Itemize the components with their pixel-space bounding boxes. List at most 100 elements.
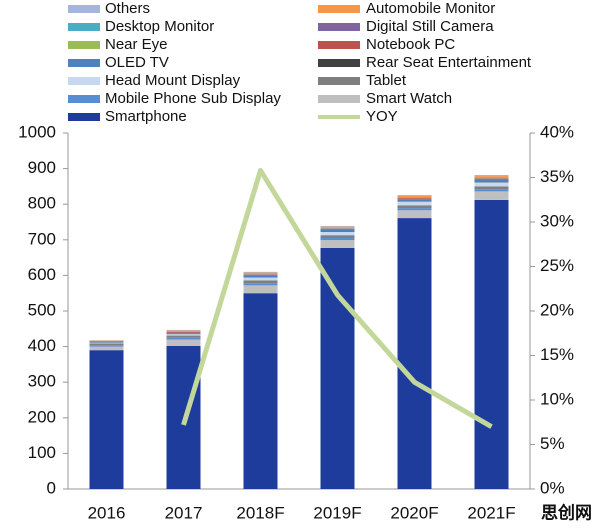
watermark: 思创网 [541,502,592,522]
y-tick-label: 500 [28,300,56,319]
legend-label: YOY [366,108,398,125]
y2-tick-label: 25% [540,256,574,275]
bar-segment [89,345,124,347]
bar-segment [243,272,278,274]
bar-segment [89,346,124,351]
bar-segment [474,199,509,490]
bar-segment [320,238,355,241]
legend-swatch [68,5,100,13]
legend-label: Others [105,0,150,17]
y-tick-label: 100 [28,443,56,462]
bar-segment [166,337,201,340]
y2-tick-label: 30% [540,211,574,230]
legend-swatch [318,41,360,49]
bar-segment [320,228,355,230]
y2-tick-label: 0% [540,478,565,497]
bar-segment [166,329,201,331]
bar-segment [166,330,201,332]
bar-segment [166,339,201,346]
legend-swatch [68,59,100,67]
y-tick-label: 0 [47,478,56,497]
bar-segment [166,335,201,338]
legend-label: Notebook PC [366,36,455,53]
bar-segment [166,332,201,333]
bar-segment [89,350,124,489]
bar-segment [397,208,432,211]
legend-label: Digital Still Camera [366,18,494,35]
bar-segment [320,247,355,489]
legend-swatch [318,77,360,85]
legend-label: Near Eye [105,36,168,53]
bar-segment [243,274,278,276]
y2-tick-label: 40% [540,122,574,141]
bar-segment [166,332,201,334]
bar-segment [397,198,432,200]
legend-label: Tablet [366,72,407,89]
bar-segment [243,283,278,286]
bar-segment [397,201,432,206]
y2-tick-label: 15% [540,345,574,364]
bar-segment [474,182,509,187]
bar-segment [89,342,124,344]
y-tick-label: 700 [28,229,56,248]
y2-tick-label: 10% [540,389,574,408]
bar-segment [320,226,355,228]
bar-segment [89,341,124,343]
line-series [181,167,493,429]
y-tick-label: 1000 [18,122,56,141]
bar-segment [243,271,278,273]
bar-segment [243,275,278,278]
legend-swatch [68,41,100,49]
bar-segment [474,178,509,180]
legend-label: Smart Watch [366,90,452,107]
bar-segment [397,195,432,198]
legend-swatch [318,59,360,67]
bar-segment [397,194,432,196]
legend-swatch [68,95,100,103]
legend-swatch [68,23,100,31]
legend-label: Desktop Monitor [105,18,214,35]
legend-label: Mobile Phone Sub Display [105,90,281,107]
y-tick-label: 400 [28,336,56,355]
bar-segment [243,277,278,281]
bar-segment [243,293,278,489]
x-tick-label: 2017 [165,503,203,522]
legend-swatch [68,77,100,85]
y2-tick-label: 35% [540,167,574,186]
x-tick-label: 2016 [88,503,126,522]
y2-tick-label: 20% [540,300,574,319]
y-tick-label: 200 [28,407,56,426]
legend-label: OLED TV [105,54,169,71]
legend-label: Head Mount Display [105,72,241,89]
bar-segment [474,176,509,178]
bar-segment [320,225,355,227]
bar-segment [474,191,509,200]
y-tick-label: 900 [28,158,56,177]
bar-segment [397,199,432,202]
bar-segment [243,285,278,294]
bar-segment [243,280,278,284]
bar-segment [320,231,355,236]
legend-label: Smartphone [105,108,187,125]
bar-segment [89,343,124,346]
bar-segment [397,210,432,219]
bar-segment [166,334,201,336]
legend-label: Automobile Monitor [366,0,495,17]
bar-segment [474,179,509,183]
bar-segment [397,218,432,490]
bar-segment [397,205,432,209]
y2-tick-label: 5% [540,434,565,453]
bar-segment [320,235,355,239]
legend-label: Rear Seat Entertainment [366,54,532,71]
legend-swatch [318,95,360,103]
legend-swatch [318,5,360,13]
x-tick-label: 2019F [313,503,361,522]
x-tick-label: 2020F [390,503,438,522]
bar-segment [474,175,509,177]
legend-swatch [318,23,360,31]
y-tick-label: 300 [28,372,56,391]
x-tick-label: 2018F [236,503,284,522]
y-tick-label: 600 [28,265,56,284]
bar-segment [474,189,509,192]
